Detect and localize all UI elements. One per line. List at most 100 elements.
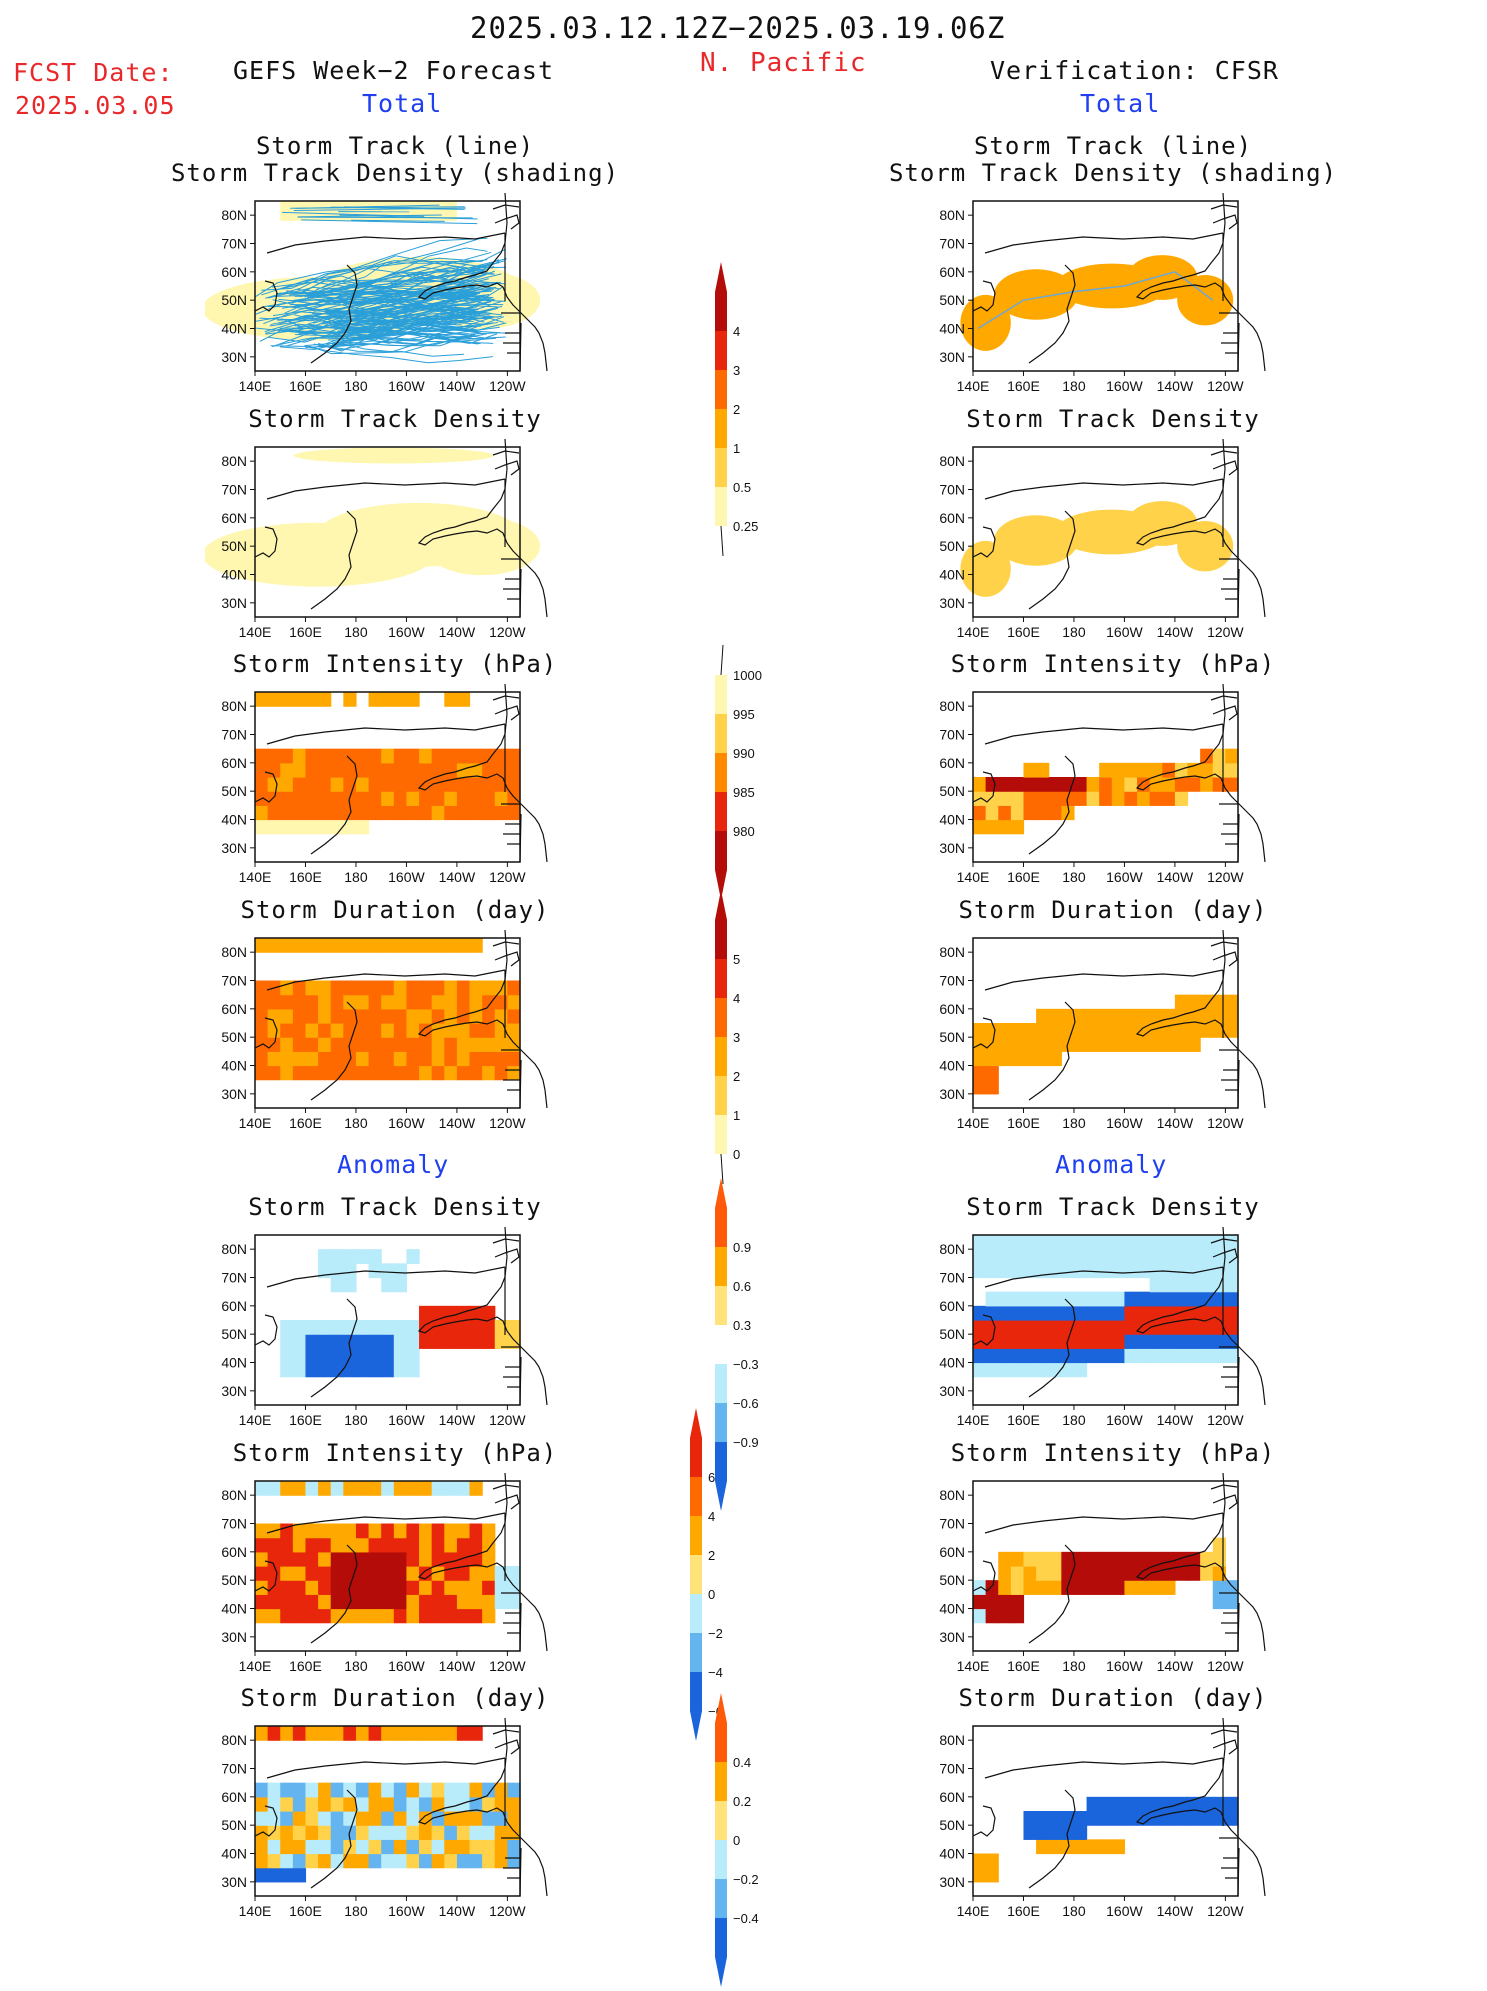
lat-tick-label: 30N [221,840,247,856]
lon-tick-label: 180 [344,869,368,884]
lat-tick-label: 30N [939,1383,965,1399]
lon-tick-label: 180 [344,1115,368,1130]
lat-tick-label: 60N [939,510,965,526]
lon-tick-label: 160E [1007,624,1040,639]
lat-tick-label: 60N [939,1298,965,1314]
lon-tick-label: 160W [388,1412,425,1427]
lon-tick-label: 180 [344,1658,368,1673]
colorbar-tick-label: 0 [708,1587,715,1602]
lon-tick-label: 160W [1106,1903,1143,1918]
lat-tick-label: 70N [221,1270,247,1286]
lat-tick-label: 40N [221,321,247,337]
map-intensity-anom-forecast: 80N 70N 60N 50N 40N 30N 140E 160E 180 160W 140W 120… [205,1473,625,1673]
lat-tick-label: 30N [221,595,247,611]
colorbar-tick-label: −0.4 [733,1911,759,1926]
lon-tick-label: 140E [239,1115,272,1130]
colorbar-tick-label: 1000 [733,668,762,683]
date-range-title: 2025.03.12.12Z−2025.03.19.06Z [470,11,1006,45]
lon-tick-label: 140E [239,1412,272,1427]
lat-tick-label: 50N [221,292,247,308]
lat-tick-label: 60N [939,1544,965,1560]
lon-tick-label: 180 [1062,1115,1086,1130]
lon-tick-label: 120W [1207,1412,1244,1427]
colorbar-duration-total: 5 4 3 2 1 0 [705,890,775,1188]
left-anomaly-label: Anomaly [337,1150,450,1179]
colorbar-tick-label: 6 [708,1470,715,1485]
lon-tick-label: 180 [1062,1658,1086,1673]
left-track-line-title: Storm Track (line) [255,132,535,160]
colorbar-tick-label: 2 [733,402,740,417]
colorbar-tick-label: 1 [733,441,740,456]
colorbar-tick-label: 3 [733,363,740,378]
lon-tick-label: 120W [1207,1903,1244,1918]
lat-tick-label: 70N [939,973,965,989]
lat-tick-label: 40N [221,1058,247,1074]
map-density-forecast: 80N 70N 60N 50N 40N 30N 140E 160E 180 160W 140W 120… [205,439,625,639]
lon-tick-label: 180 [344,624,368,639]
left-model-title: GEFS Week−2 Forecast [233,56,555,85]
lon-tick-label: 120W [1207,1658,1244,1673]
right-track-shading-title: Storm Track Density (shading) [888,159,1338,187]
lon-tick-label: 180 [344,1412,368,1427]
lon-tick-label: 120W [489,378,526,393]
lat-tick-label: 70N [939,482,965,498]
map-density-anom-forecast: 80N 70N 60N 50N 40N 30N 140E 160E 180 160W 140W 120… [205,1227,625,1427]
lat-tick-label: 80N [221,944,247,960]
colorbar-tick-label: 0 [733,1833,740,1848]
lat-tick-label: 40N [221,1846,247,1862]
colorbar-tick-label: −2 [708,1626,723,1641]
left-total-label: Total [362,89,443,118]
lat-tick-label: 70N [939,1516,965,1532]
lon-tick-label: 140W [439,1903,476,1918]
lat-tick-label: 50N [939,1572,965,1588]
lat-tick-label: 40N [939,567,965,583]
lon-tick-label: 140E [239,378,272,393]
lat-tick-label: 40N [939,321,965,337]
lat-tick-label: 60N [939,1001,965,1017]
lon-tick-label: 160W [388,378,425,393]
lon-tick-label: 180 [1062,624,1086,639]
lat-tick-label: 60N [221,510,247,526]
lon-tick-label: 140E [957,1903,990,1918]
lat-tick-label: 60N [221,1001,247,1017]
lat-tick-label: 80N [221,1732,247,1748]
left-intensity-anom-title: Storm Intensity (hPa) [232,1439,558,1467]
lon-tick-label: 160W [1106,1412,1143,1427]
lat-tick-label: 60N [221,1298,247,1314]
lon-tick-label: 160W [388,1658,425,1673]
lon-tick-label: 160W [1106,378,1143,393]
colorbar-tick-label: 4 [733,991,740,1006]
lon-tick-label: 140W [439,1412,476,1427]
lat-tick-label: 80N [221,1241,247,1257]
lon-tick-label: 140W [439,1115,476,1130]
lat-tick-label: 30N [939,1874,965,1890]
colorbar-tick-label: 0.6 [733,1279,751,1294]
map-density-anom-verification: 80N 70N 60N 50N 40N 30N 140E 160E 180 160W 140W 120… [923,1227,1343,1427]
lon-tick-label: 160E [289,1903,322,1918]
colorbar-tick-label: 2 [708,1548,715,1563]
lon-tick-label: 160W [388,1903,425,1918]
lon-tick-label: 140E [239,1658,272,1673]
lat-tick-label: 60N [221,264,247,280]
lon-tick-label: 140E [239,1903,272,1918]
lat-tick-label: 50N [221,1029,247,1045]
lat-tick-label: 60N [221,1789,247,1805]
lat-tick-label: 70N [221,727,247,743]
colorbar-duration-anomaly: 0.4 0.2 0 −0.2 −0.4 [705,1693,775,1991]
lon-tick-label: 120W [1207,378,1244,393]
lat-tick-label: 60N [939,264,965,280]
left-duration-title: Storm Duration (day) [240,896,550,924]
colorbar-tick-label: 1 [733,1108,740,1123]
colorbar-tick-label: 0.5 [733,480,751,495]
lat-tick-label: 50N [221,1817,247,1833]
colorbar-tick-label: 0.2 [733,1794,751,1809]
lon-tick-label: 140E [957,1412,990,1427]
colorbar-tick-label: 0.4 [733,1755,751,1770]
lat-tick-label: 80N [221,207,247,223]
lon-tick-label: 160W [1106,869,1143,884]
colorbar-density-total: 4 3 2 1 0.5 0.25 [705,262,775,560]
lon-tick-label: 160E [1007,1658,1040,1673]
colorbar-tick-label: 995 [733,707,755,722]
lon-tick-label: 160W [1106,624,1143,639]
lon-tick-label: 120W [1207,869,1244,884]
